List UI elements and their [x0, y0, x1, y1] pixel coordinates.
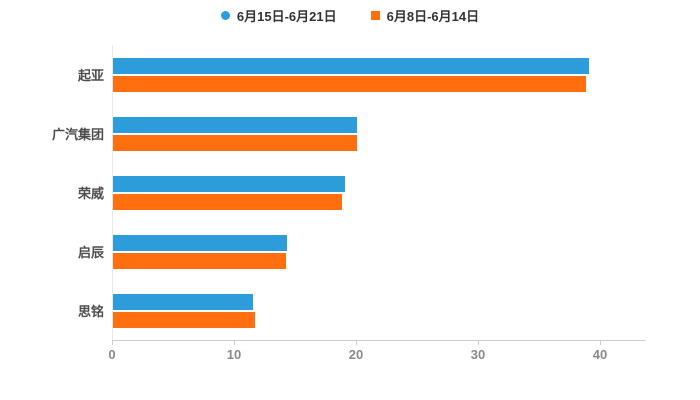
- legend-circle-marker-icon: [220, 11, 230, 20]
- bar-group: [113, 293, 255, 328]
- category-row: 荣威: [0, 163, 700, 222]
- category-label: 思铭: [77, 304, 104, 319]
- category-label: 启辰: [77, 245, 104, 260]
- plot-area: 起亚广汽集团荣威启辰思铭: [0, 45, 700, 340]
- legend-label-series1: 6月15日-6月21日: [236, 9, 337, 24]
- bar-series2[interactable]: [113, 311, 255, 328]
- x-tick-mark: [478, 340, 479, 345]
- bar-group: [113, 234, 288, 269]
- y-axis-line: [112, 45, 113, 341]
- x-tick-mark: [600, 340, 601, 345]
- category-row: 思铭: [0, 281, 700, 340]
- x-tick-mark: [356, 340, 357, 345]
- legend-square-marker-icon: [370, 11, 380, 20]
- category-label: 荣威: [77, 186, 104, 201]
- x-tick-label: 0: [108, 347, 116, 362]
- x-tick-label: 30: [470, 347, 486, 362]
- category-row: 启辰: [0, 222, 700, 281]
- x-tick-label: 40: [592, 347, 608, 362]
- legend-item-series2[interactable]: 6月8日-6月14日: [370, 6, 480, 25]
- bar-series2[interactable]: [113, 75, 587, 92]
- bar-series1[interactable]: [113, 293, 254, 310]
- x-tick-mark: [234, 340, 235, 345]
- category-row: 广汽集团: [0, 104, 700, 163]
- category-label: 广汽集团: [51, 127, 104, 142]
- legend: 6月15日-6月21日 6月8日-6月14日: [0, 6, 700, 25]
- bar-group: [113, 175, 345, 210]
- bar-series2[interactable]: [113, 134, 357, 151]
- x-tick-label: 20: [348, 347, 364, 362]
- bar-series1[interactable]: [113, 234, 288, 251]
- bar-group: [113, 57, 589, 92]
- category-row: 起亚: [0, 45, 700, 104]
- bar-series2[interactable]: [113, 252, 287, 269]
- x-tick-label: 10: [226, 347, 242, 362]
- x-axis-line: [112, 340, 645, 341]
- legend-item-series1[interactable]: 6月15日-6月21日: [220, 6, 337, 25]
- legend-label-series2: 6月8日-6月14日: [386, 9, 480, 24]
- bar-series1[interactable]: [113, 175, 345, 192]
- category-label: 起亚: [77, 68, 104, 83]
- bar-group: [113, 116, 357, 151]
- x-tick-mark: [112, 340, 113, 345]
- bar-series1[interactable]: [113, 116, 357, 133]
- bar-series1[interactable]: [113, 57, 589, 74]
- bar-series2[interactable]: [113, 193, 343, 210]
